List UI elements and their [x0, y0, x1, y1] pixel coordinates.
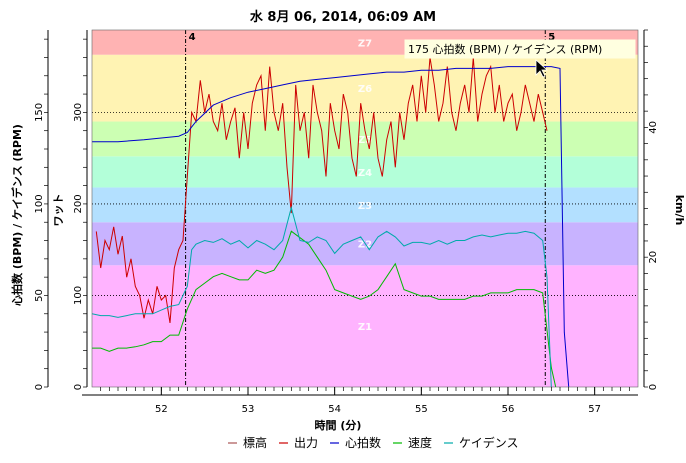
zone-band-z5 [92, 121, 638, 157]
y-inner-tick-label: 200 [73, 194, 84, 213]
legend: 標高 出力 心拍数 速度 ケイデンス [228, 435, 519, 450]
chart-title: 水 8月 06, 2014, 06:09 AM [250, 9, 436, 25]
interval-marker-label-5: 5 [548, 32, 555, 43]
zone-band-z4 [92, 156, 638, 188]
zone-label-z6: Z6 [358, 84, 372, 95]
series-line-速度 [92, 230, 557, 388]
mouse-cursor-icon [535, 59, 549, 78]
zone-label-z2: Z2 [358, 240, 372, 251]
zone-band-z6 [92, 54, 638, 122]
zone-label-z3: Z3 [358, 201, 372, 212]
zone-label-z1: Z1 [358, 322, 372, 333]
y-right-tick-label: 20 [648, 251, 659, 264]
tooltip-text: 175 心拍数 (BPM) / ケイデンス (RPM) [408, 42, 602, 56]
x-axis-label: 時間 (分) [315, 418, 362, 432]
legend-label-速度: 速度 [408, 435, 432, 450]
y-right-tick-label: 0 [648, 384, 659, 390]
y-inner-tick-label: 100 [73, 286, 84, 305]
y-axis-label-inner: ワット [52, 194, 65, 227]
hover-tooltip: 175 心拍数 (BPM) / ケイデンス (RPM) [404, 39, 636, 78]
x-tick-label: 55 [415, 404, 428, 415]
series-line-出力 [95, 57, 548, 323]
legend-label-ケイデンス: ケイデンス [459, 435, 519, 450]
zone-label-z5: Z5 [358, 135, 372, 146]
zone-band-z3 [92, 187, 638, 223]
x-tick-label: 52 [155, 404, 168, 415]
y-inner-tick-label: 0 [73, 384, 84, 390]
plot-frame [91, 29, 639, 388]
x-tick-label: 57 [588, 404, 601, 415]
legend-label-出力: 出力 [294, 436, 318, 450]
zone-label-z7: Z7 [358, 38, 372, 49]
x-tick-label: 53 [242, 404, 255, 415]
y-outer-tick-label: 150 [34, 103, 45, 122]
zone-bands: Z1 Z2 Z3 Z4 Z5 Z6 Z7 [92, 30, 638, 387]
series-line-心拍数 [92, 66, 570, 388]
legend-label-心拍数: 心拍数 [345, 435, 381, 450]
interval-marker-label-4: 4 [189, 32, 196, 43]
x-tick-label: 56 [502, 404, 515, 415]
series-line-ケイデンス [91, 205, 552, 388]
legend-label-標高: 標高 [243, 435, 267, 450]
y-axis-label-outer: 心拍数 (BPM) / ケイデンス (RPM) [10, 124, 24, 306]
y-right-tick-label: 40 [648, 121, 659, 134]
y-outer-tick-label: 50 [34, 289, 45, 302]
zone-label-z4: Z4 [358, 168, 372, 179]
y-axis-label-right: km/h [673, 195, 686, 226]
y-inner-tick-label: 300 [73, 103, 84, 122]
y-outer-tick-label: 100 [34, 194, 45, 213]
x-tick-label: 54 [328, 404, 341, 415]
y-outer-tick-label: 0 [34, 384, 45, 390]
series-lines [91, 57, 570, 388]
